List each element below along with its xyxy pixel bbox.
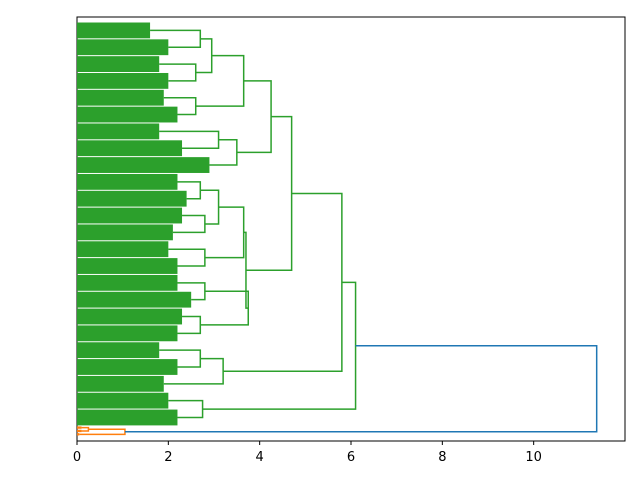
leaf-cluster — [77, 56, 160, 72]
leaf-cluster — [77, 207, 183, 224]
leaf-cluster — [77, 274, 178, 291]
link — [81, 426, 90, 432]
link — [163, 357, 224, 385]
leaf-cluster — [77, 72, 169, 89]
x-tick-label: 4 — [256, 450, 264, 465]
x-tick-label: 2 — [164, 450, 172, 465]
link — [195, 38, 213, 74]
link — [223, 192, 343, 372]
leaf-cluster — [77, 308, 183, 325]
leaf-cluster — [77, 224, 173, 241]
link — [204, 206, 245, 259]
link — [195, 54, 245, 107]
link — [200, 189, 220, 225]
leaf-cluster — [77, 106, 178, 123]
leaf-cluster — [77, 433, 80, 436]
link — [124, 344, 598, 433]
link — [168, 399, 204, 419]
link — [209, 139, 238, 166]
link — [236, 80, 272, 154]
leaf-cluster — [77, 426, 82, 429]
x-tick-label: 6 — [347, 450, 355, 465]
leaf-cluster — [77, 123, 160, 140]
leaf-cluster — [77, 241, 169, 258]
leaf-cluster — [77, 375, 164, 392]
x-tick-label: 0 — [73, 450, 81, 465]
link — [202, 281, 357, 410]
leaf-cluster — [77, 291, 192, 308]
leaf-cluster — [77, 325, 178, 342]
leaf-cluster — [77, 22, 151, 39]
leaf-cluster — [77, 140, 183, 157]
x-tick-label: 8 — [438, 450, 446, 465]
leaf-cluster — [77, 258, 178, 274]
leaf-cluster — [77, 39, 169, 56]
link — [245, 115, 293, 271]
leaf-cluster — [77, 429, 82, 433]
leaf-cluster — [77, 190, 187, 207]
leaf-cluster — [77, 89, 164, 106]
link — [159, 63, 197, 82]
leaf-cluster — [77, 173, 178, 190]
leaf-cluster — [77, 409, 178, 426]
link — [200, 290, 249, 326]
link — [79, 428, 126, 436]
leaf-cluster — [77, 392, 169, 409]
leaf-cluster — [77, 359, 178, 375]
link — [163, 96, 197, 116]
leaf-cluster — [77, 342, 160, 359]
x-tick-label: 10 — [525, 450, 542, 465]
leaf-cluster — [77, 157, 210, 173]
